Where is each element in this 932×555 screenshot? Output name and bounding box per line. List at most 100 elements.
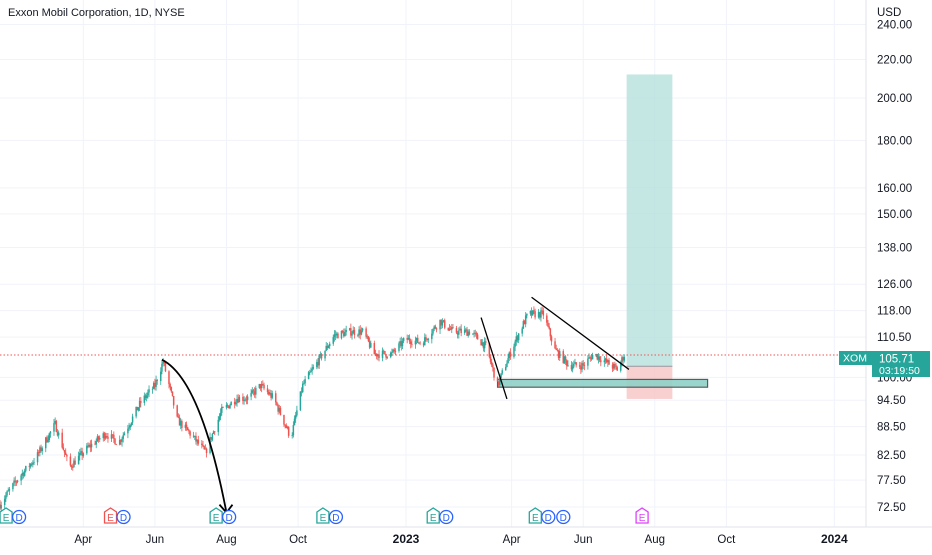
candle-body [279,407,282,415]
x-tick-label: Oct [289,534,308,546]
candle-body [473,332,475,334]
candle-body [615,365,617,368]
earnings-letter: E [107,513,114,524]
candle-body [595,354,597,355]
earnings-badge[interactable]: E [103,507,118,524]
dividend-letter: D [545,513,552,524]
candle-body [337,333,339,339]
dividend-badge[interactable]: D [221,509,237,525]
dividend-badge[interactable]: D [556,509,571,525]
candle-body [123,433,126,436]
currency-label[interactable]: USD [877,7,901,19]
candle-body [386,357,388,358]
candle-body [433,326,435,330]
candle-body [309,372,311,374]
earnings-badge[interactable]: E [209,507,223,524]
time-axis[interactable]: Apr Jun Aug Oct 2023 Apr Jun Aug Oct 2024 [74,532,848,546]
candle-body [451,327,453,330]
candle-body [0,504,1,509]
drawing-layer[interactable] [161,296,630,515]
candle-body [357,334,359,336]
candle-body [476,334,479,340]
candle-body [555,348,557,350]
candle-body [325,345,327,351]
candle-body [114,438,116,445]
dividend-badge[interactable]: D [541,509,556,525]
candle-body [508,352,511,359]
dividend-badge[interactable]: D [116,509,131,525]
candle-body [616,367,618,371]
candle-body [435,328,438,330]
dividend-badge[interactable]: D [328,509,344,525]
candle-body [307,372,310,380]
last-price-label[interactable]: XOM 105.71 03:19:50 [839,351,930,377]
candle-body [333,334,336,338]
candle-body [113,434,115,439]
y-tick-label: 88.50 [877,422,906,434]
candle-body [147,392,149,396]
candle-body [317,362,319,366]
candle-body [23,470,26,476]
candle-body [204,448,207,450]
x-tick-label: Apr [503,534,521,546]
candle-body [562,351,565,363]
candle-body [393,349,396,351]
candle-body [292,424,295,436]
candle-body [293,418,296,425]
price-axis[interactable]: 240.00 220.00 200.00 180.00 160.00 150.00 138.… [877,19,912,514]
candle-body [442,320,445,322]
candle-body [542,310,545,316]
earnings-badge[interactable]: E [635,507,649,524]
candle-body [236,398,238,403]
candle-body [361,328,364,331]
candle-body [574,362,576,364]
dividend-badge[interactable]: D [11,509,27,525]
candle-body [571,366,574,370]
candle-body [72,467,74,468]
candle-body [622,357,624,361]
earnings-badge[interactable]: E [316,507,330,524]
candle-body [25,465,27,471]
y-tick-label: 220.00 [877,55,912,67]
candle-body [137,407,140,411]
candle-body [475,333,478,335]
candle-body [96,436,99,442]
countdown-text: 03:19:50 [879,365,920,377]
candle-body [168,371,170,385]
candle-body [39,447,41,453]
candle-body [455,328,458,333]
candle-body [277,405,279,412]
earnings-letter: E [639,513,646,524]
earnings-badge[interactable]: E [0,507,13,524]
candle-body [377,354,379,357]
earnings-badge[interactable]: E [426,507,440,524]
candle-body [500,373,502,378]
earnings-badge[interactable]: E [528,507,542,524]
dividend-letter: D [15,513,22,524]
candle-body [110,434,113,439]
candle-body [328,343,331,347]
candle-body [465,329,467,331]
earnings-letter: E [320,513,327,524]
x-tick-label: Jun [146,534,165,546]
candle-body [547,322,549,327]
y-tick-label: 240.00 [877,19,912,31]
candle-body [136,406,139,411]
candle-body [607,360,609,363]
candle-body [94,443,96,445]
x-tick-label: Apr [74,534,92,546]
candle-body [164,363,167,372]
candle-body [299,391,302,411]
candle-body [212,431,215,434]
candle-body [567,364,569,366]
candle-body [14,480,17,482]
candle-body [95,441,97,445]
candle-body [3,498,6,505]
candle-body [411,343,413,345]
dividend-badge[interactable]: D [439,509,454,525]
candle-body [177,416,180,418]
candle-body [472,333,474,335]
